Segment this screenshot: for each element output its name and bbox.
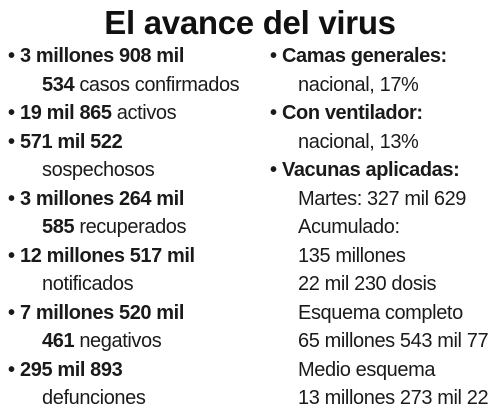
bullet-icon: • (8, 102, 16, 124)
stat-recovered: • 3 millones 264 mil 585 recuperados (8, 185, 270, 242)
stat-negative-value-end: 461 (42, 330, 75, 352)
bullet-icon: • (8, 45, 16, 67)
stat-vaccines: • Vacunas aplicadas: Martes: 327 mil 629… (270, 156, 498, 413)
stat-confirmed-line2: 534 casos confirmados (20, 71, 270, 100)
headline: El avance del virus (104, 4, 396, 41)
vaccine-line: Medio esquema (298, 358, 436, 381)
stat-negative-value: 7 millones 520 mil (20, 301, 184, 324)
stat-beds-label: Camas generales: (282, 45, 447, 67)
vaccine-line: 135 millones (298, 244, 406, 267)
stat-suspected-value: 571 mil 522 (20, 130, 123, 153)
stat-negative-label: negativos (74, 330, 162, 352)
stat-recovered-label: recuperados (74, 216, 187, 238)
bullet-icon: • (8, 301, 16, 324)
vaccine-line: Acumulado: (298, 216, 400, 238)
vaccine-line: Esquema completo (298, 301, 463, 324)
stat-deaths: • 295 mil 893 defunciones (8, 356, 270, 413)
stat-beds-value: nacional, 17% (298, 73, 419, 96)
stat-notified: • 12 millones 517 mil notificados (8, 242, 270, 299)
bullet-icon: • (8, 244, 16, 267)
stat-active-line: 19 mil 865 activos (20, 99, 270, 128)
stat-vaccines-label: Vacunas aplicadas: (282, 159, 460, 181)
stat-beds: • Camas generales: nacional, 17% (270, 42, 498, 99)
bullet-icon: • (8, 187, 16, 210)
vaccine-line: 13 millones 273 mil 22 (298, 387, 489, 409)
stat-suspected-label: sospechosos (42, 159, 155, 181)
vaccine-line: 65 millones 543 mil 77 (298, 330, 489, 352)
stat-recovered-value: 3 millones 264 mil (20, 187, 184, 210)
stat-recovered-line2: 585 recuperados (20, 213, 270, 242)
stat-confirmed-label: casos confirmados (74, 73, 240, 96)
stat-active: • 19 mil 865 activos (8, 99, 270, 128)
bullet-icon: • (270, 102, 278, 124)
bullet-icon: • (8, 358, 16, 381)
bullet-icon: • (270, 159, 278, 181)
vaccine-line: 22 mil 230 dosis (298, 273, 437, 295)
stat-notified-label: notificados (42, 273, 134, 295)
right-stats-column: • Camas generales: nacional, 17% • Con v… (270, 42, 498, 413)
stat-suspected: • 571 mil 522 sospechosos (8, 128, 270, 185)
stat-confirmed: • 3 millones 908 mil 534 casos confirmad… (8, 42, 270, 99)
stat-ventilator: • Con ventilador: nacional, 13% (270, 99, 498, 156)
stat-confirmed-value-end: 534 (42, 73, 75, 96)
stat-ventilator-label: Con ventilador: (282, 102, 423, 124)
bullet-icon: • (8, 130, 16, 153)
bullet-icon: • (270, 45, 278, 67)
vaccine-line: Martes: 327 mil 629 (298, 187, 467, 210)
stat-ventilator-value: nacional, 13% (298, 130, 419, 153)
stat-negative: • 7 millones 520 mil 461 negativos (8, 299, 270, 356)
stat-deaths-label: defunciones (42, 387, 146, 409)
left-stats-column: • 3 millones 908 mil 534 casos confirmad… (8, 42, 270, 413)
stat-notified-value: 12 millones 517 mil (20, 244, 195, 267)
stat-active-label: activos (111, 102, 177, 124)
stat-negative-line2: 461 negativos (20, 327, 270, 356)
stat-active-value: 19 mil 865 (20, 102, 112, 124)
stat-confirmed-value: 3 millones 908 mil (20, 45, 184, 67)
stat-deaths-value: 295 mil 893 (20, 358, 123, 381)
stat-recovered-value-end: 585 (42, 216, 75, 238)
